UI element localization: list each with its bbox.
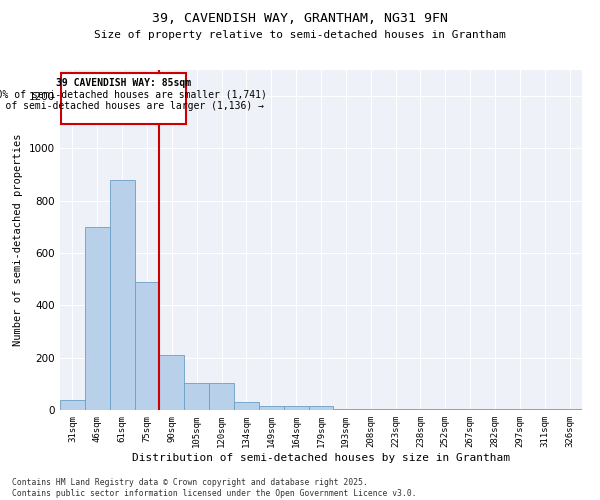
Y-axis label: Number of semi-detached properties: Number of semi-detached properties (13, 134, 23, 346)
Bar (334, 408, 358, 410)
Bar (184, 382, 209, 410)
Bar (85, 227, 110, 410)
Bar (160, 355, 184, 410)
Bar (61, 72, 185, 124)
Bar (110, 180, 134, 410)
Text: Size of property relative to semi-detached houses in Grantham: Size of property relative to semi-detach… (94, 30, 506, 40)
Bar (209, 382, 234, 410)
Bar (60, 400, 85, 410)
Bar (284, 406, 308, 410)
X-axis label: Distribution of semi-detached houses by size in Grantham: Distribution of semi-detached houses by … (132, 452, 510, 462)
Bar (308, 406, 334, 410)
Text: 39 CAVENDISH WAY: 85sqm: 39 CAVENDISH WAY: 85sqm (56, 78, 191, 88)
Bar (482, 408, 508, 410)
Bar (259, 406, 284, 410)
Text: Contains HM Land Registry data © Crown copyright and database right 2025.
Contai: Contains HM Land Registry data © Crown c… (12, 478, 416, 498)
Bar (557, 408, 582, 410)
Bar (234, 402, 259, 410)
Bar (408, 408, 433, 410)
Bar (358, 408, 383, 410)
Bar (383, 408, 408, 410)
Text: 39% of semi-detached houses are larger (1,136) →: 39% of semi-detached houses are larger (… (0, 102, 265, 112)
Bar (458, 408, 482, 410)
Bar (508, 408, 532, 410)
Bar (433, 408, 458, 410)
Text: ← 60% of semi-detached houses are smaller (1,741): ← 60% of semi-detached houses are smalle… (0, 90, 268, 100)
Text: 39, CAVENDISH WAY, GRANTHAM, NG31 9FN: 39, CAVENDISH WAY, GRANTHAM, NG31 9FN (152, 12, 448, 26)
Bar (134, 282, 160, 410)
Bar (532, 408, 557, 410)
